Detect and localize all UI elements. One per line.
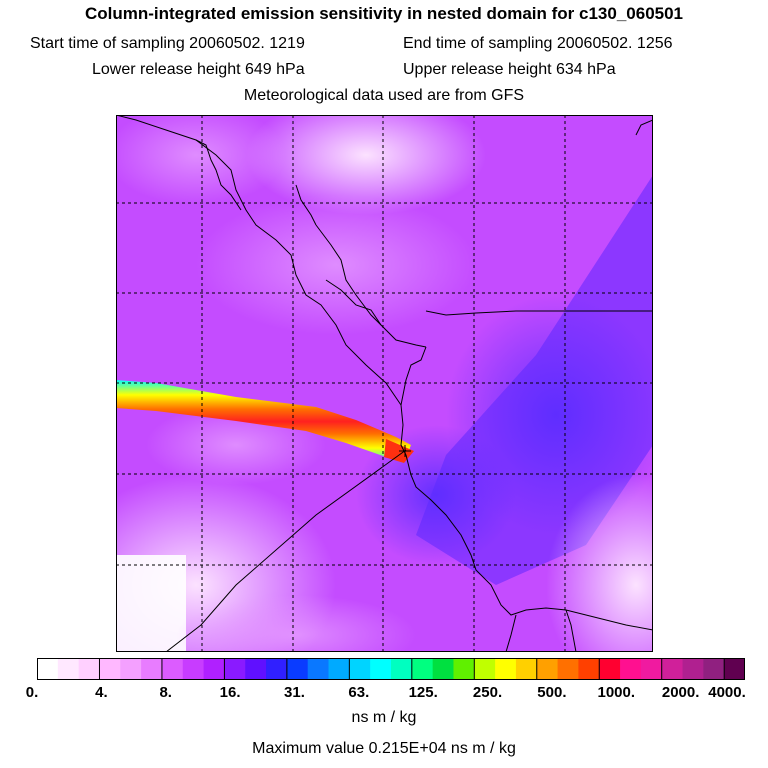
colorbar-tick-label: 1000. (597, 684, 636, 701)
colorbar-tick-label: 63. (348, 684, 370, 701)
colorbar-cell (661, 658, 684, 680)
low-sensitivity-area (246, 115, 486, 215)
colorbar-cell (182, 658, 205, 680)
colorbar-cell (286, 658, 309, 680)
colorbar-cell (724, 658, 745, 680)
colorbar-cell (536, 658, 559, 680)
upper-release-height: Upper release height 634 hPa (403, 61, 616, 78)
colorbar-cell (37, 658, 59, 680)
colorbar-cell (682, 658, 704, 680)
zero-area (116, 555, 186, 652)
colorbar-cell (370, 658, 392, 680)
map-border (116, 115, 653, 652)
emission-plume (116, 380, 411, 463)
colorbar-tick-label: 250. (472, 684, 503, 701)
colorbar-cell (474, 658, 496, 680)
colorbar-cell (578, 658, 600, 680)
emission-sensitivity-map (116, 115, 653, 652)
sampling-track-line (165, 449, 407, 652)
colorbar-cell (203, 658, 225, 680)
colorbar (37, 658, 745, 680)
colorbar-tick-label: 16. (219, 684, 241, 701)
colorbar-tick-label: 8. (159, 684, 172, 701)
colorbar-cell (266, 658, 288, 680)
colorbar-cell (557, 658, 579, 680)
colorbar-cell (453, 658, 475, 680)
low-sensitivity-area (176, 595, 416, 652)
sampling-track-marker (399, 445, 411, 457)
low-sensitivity-area (546, 475, 653, 652)
colorbar-tick-label: 4000. (708, 684, 746, 701)
low-sensitivity-area (116, 115, 286, 205)
colorbar-cell (495, 658, 517, 680)
colorbar-cell (99, 658, 121, 680)
colorbar-cell (224, 658, 246, 680)
lower-release-height: Lower release height 649 hPa (92, 61, 305, 78)
colorbar-tick-label: 4. (95, 684, 108, 701)
colorbar-cell (161, 658, 184, 680)
colorbar-cell (349, 658, 371, 680)
colorbar-cell (515, 658, 538, 680)
colorbar-cell (391, 658, 413, 680)
colorbar-cell (307, 658, 330, 680)
colorbar-ticks: 0. 4. 8. 16. 31. 63. 125. 250. 500. 1000. 2000. 400… (0, 684, 768, 704)
colorbar-cell (328, 658, 350, 680)
met-data-source: Meteorological data used are from GFS (243, 87, 525, 104)
colorbar-tick-label: 0. (25, 684, 39, 701)
colorbar-tick-label: 125. (408, 684, 438, 701)
colorbar-cell (141, 658, 163, 680)
colorbar-cell (640, 658, 663, 680)
colorbar-tick-label: 500. (537, 684, 567, 701)
colorbar-cell (78, 658, 100, 680)
colorbar-cell (57, 658, 80, 680)
colorbar-cell (411, 658, 434, 680)
maximum-value: Maximum value 0.215E+04 ns m / kg (252, 740, 516, 757)
colorbar-tick-label: 31. (284, 684, 305, 701)
sampling-start-time: Start time of sampling 20060502. 1219 (30, 35, 305, 52)
colorbar-border (37, 658, 745, 680)
colorbar-cell (120, 658, 142, 680)
colorbar-cell (432, 658, 454, 680)
colorbar-units: ns m / kg (351, 709, 417, 726)
low-sensitivity-area (196, 195, 476, 335)
colorbar-cell (703, 658, 725, 680)
colorbar-tick-label: 2000. (661, 684, 700, 701)
colorbar-cell (599, 658, 621, 680)
sampling-end-time: End time of sampling 20060502. 1256 (403, 35, 673, 52)
plot-title: Column-integrated emission sensitivity i… (84, 4, 684, 23)
colorbar-cell (620, 658, 642, 680)
colorbar-cell (245, 658, 267, 680)
